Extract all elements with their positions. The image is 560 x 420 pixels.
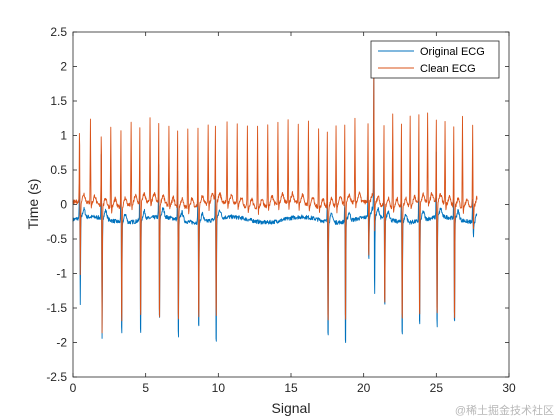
watermark: @稀土掘金技术社区 bbox=[455, 403, 554, 417]
y-tick-label: 2.5 bbox=[50, 25, 67, 39]
x-tick-label: 20 bbox=[357, 381, 371, 395]
legend-box bbox=[370, 40, 500, 79]
series-layer bbox=[72, 57, 478, 344]
y-tick-label: -1.5 bbox=[46, 301, 67, 315]
y-tick-label: 1 bbox=[60, 129, 67, 143]
y-tick-label: 1.5 bbox=[50, 94, 67, 108]
legend: Original ECG Clean ECG bbox=[370, 40, 500, 79]
y-tick-label: -1 bbox=[56, 267, 67, 281]
x-tick-label: 15 bbox=[284, 381, 298, 395]
legend-label-original-ecg: Original ECG bbox=[420, 46, 485, 58]
y-axis-label: Time (s) bbox=[25, 179, 41, 230]
x-tick-label: 10 bbox=[212, 381, 226, 395]
x-tick-label: 25 bbox=[430, 381, 444, 395]
x-axis-label: Signal bbox=[272, 400, 311, 416]
y-tick-label: -2.5 bbox=[46, 370, 67, 384]
y-tick-label: 0 bbox=[60, 198, 67, 212]
x-tick-label: 5 bbox=[142, 381, 149, 395]
y-tick-label: -0.5 bbox=[46, 232, 67, 246]
ticks-layer: 0 5 10 15 20 25 30 -2.5 -2 -1.5 -1 -0.5 0 0.5 1 1.5 2 2.5 bbox=[46, 25, 516, 395]
y-tick-label: 0.5 bbox=[50, 163, 67, 177]
x-tick-label: 30 bbox=[502, 381, 516, 395]
y-tick-label: 2 bbox=[60, 60, 67, 74]
legend-label-clean-ecg: Clean ECG bbox=[420, 63, 476, 75]
series-line-clean-ecg bbox=[72, 69, 478, 334]
y-tick-label: -2 bbox=[56, 336, 67, 350]
x-tick-label: 0 bbox=[70, 381, 77, 395]
